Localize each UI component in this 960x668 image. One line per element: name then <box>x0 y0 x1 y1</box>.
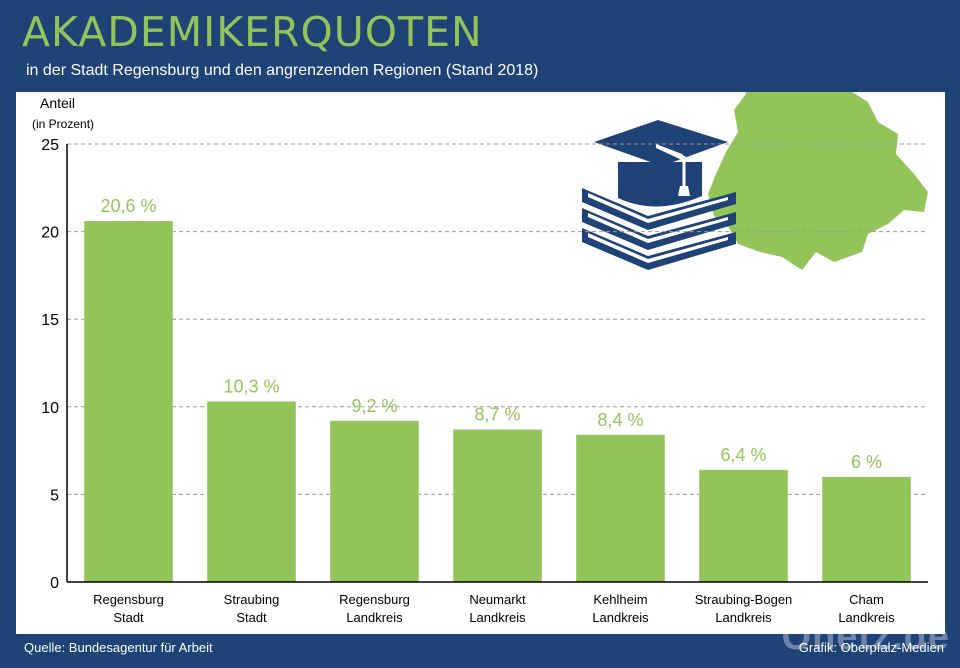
x-tick-label: Straubing <box>224 592 280 607</box>
bar <box>453 429 542 582</box>
bar <box>84 221 173 582</box>
data-label: 20,6 % <box>100 196 156 216</box>
data-label: 10,3 % <box>223 377 279 397</box>
x-tick-label: Straubing-Bogen <box>695 592 793 607</box>
chart-panel: 20,6 % Regensburg Stadt 10,3 % Straubing Stad… <box>16 34 945 634</box>
y-tick-label: 15 <box>41 312 59 329</box>
x-tick-label: Regensburg <box>339 592 410 607</box>
y-axis-title: Anteil <box>40 95 75 111</box>
y-axis-unit: (in Prozent) <box>32 117 94 131</box>
x-tick-label: Landkreis <box>469 610 526 625</box>
source-note: Quelle: Bundesagentur für Arbeit <box>24 640 213 655</box>
x-tick-label: Kehlheim <box>593 592 647 607</box>
x-tick-label: Neumarkt <box>469 592 526 607</box>
y-tick-label: 20 <box>41 225 59 242</box>
x-tick-label: Landkreis <box>592 610 649 625</box>
y-tick-label: 0 <box>50 575 59 592</box>
data-label: 6,4 % <box>720 445 766 465</box>
graphic-credit: Grafik: Oberpfalz-Medien <box>798 640 944 655</box>
bar <box>207 401 296 582</box>
region-map-icon <box>708 34 928 270</box>
x-tick-label: Landkreis <box>715 610 772 625</box>
data-label: 9,2 % <box>351 396 397 416</box>
bar <box>330 420 419 582</box>
x-tick-label: Cham <box>849 592 884 607</box>
bar <box>822 476 911 582</box>
y-tick-label: 10 <box>41 400 59 417</box>
x-tick-label: Regensburg <box>93 592 164 607</box>
brand-watermark: Onetz.de <box>781 616 950 658</box>
data-label: 6 % <box>851 452 882 472</box>
x-tick-label: Stadt <box>113 610 144 625</box>
x-tick-label: Landkreis <box>346 610 403 625</box>
bar <box>699 469 788 582</box>
data-label: 8,7 % <box>474 405 520 425</box>
y-tick-label: 5 <box>50 487 59 504</box>
bar <box>576 434 665 582</box>
page-title: AKADEMIKERQUOTEN <box>22 8 483 56</box>
page-subtitle: in der Stadt Regensburg und den angrenze… <box>26 62 539 79</box>
graduation-cap-icon <box>594 120 728 207</box>
x-tick-label: Landkreis <box>838 610 895 625</box>
data-label: 8,4 % <box>597 410 643 430</box>
books-icon <box>582 188 736 270</box>
y-tick-label: 25 <box>41 137 59 154</box>
x-tick-label: Stadt <box>236 610 267 625</box>
bar-chart: 20,6 % Regensburg Stadt 10,3 % Straubing Stad… <box>32 34 928 625</box>
